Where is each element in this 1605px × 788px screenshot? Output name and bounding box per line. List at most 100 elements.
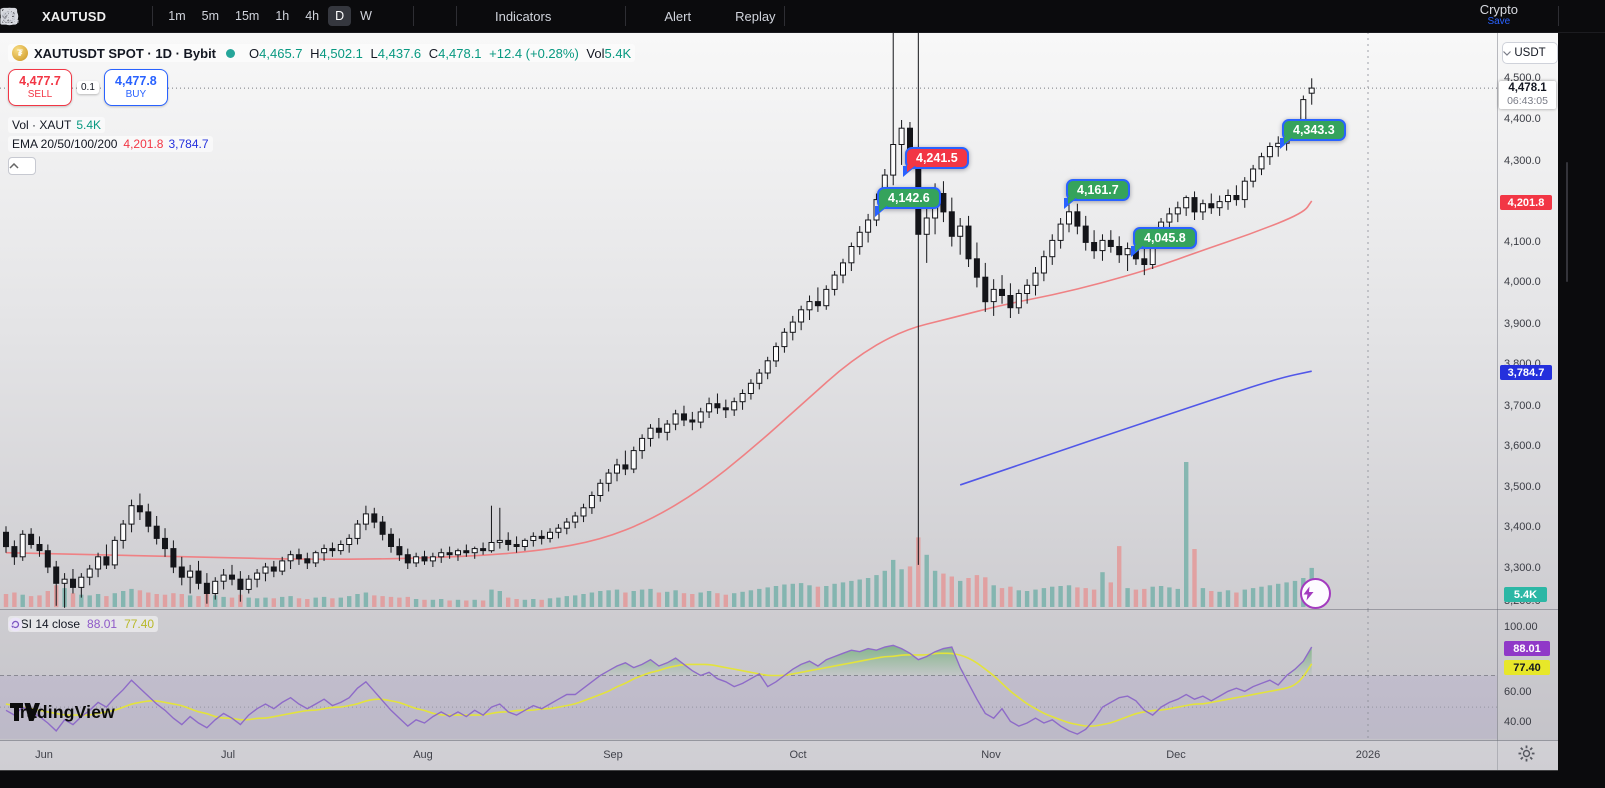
- candle-body[interactable]: [120, 523, 127, 541]
- candle-body[interactable]: [555, 527, 562, 533]
- time-axis[interactable]: Jun Jul Aug Sep Oct Nov Dec 2026: [0, 740, 1558, 771]
- candle-body[interactable]: [655, 427, 662, 433]
- candle-body[interactable]: [1124, 248, 1131, 256]
- candle-body[interactable]: [622, 464, 629, 470]
- candle-body[interactable]: [28, 533, 35, 545]
- candle-body[interactable]: [19, 533, 26, 558]
- candle-body[interactable]: [1066, 211, 1072, 225]
- candle-body[interactable]: [1074, 211, 1081, 227]
- candle-body[interactable]: [990, 288, 997, 303]
- candle-body[interactable]: [614, 464, 620, 474]
- candle-body[interactable]: [681, 413, 687, 421]
- candle-body[interactable]: [279, 560, 286, 572]
- candle-body[interactable]: [823, 288, 830, 307]
- rsi-reload-icon[interactable]: [8, 617, 23, 632]
- candle-body[interactable]: [890, 144, 897, 176]
- candle-body[interactable]: [865, 219, 872, 233]
- candle-body[interactable]: [61, 578, 68, 584]
- timeframe-D[interactable]: D: [328, 6, 352, 26]
- save-layout-button[interactable]: Save: [1487, 16, 1511, 27]
- candle-body[interactable]: [321, 548, 328, 554]
- candle-body[interactable]: [1250, 168, 1257, 182]
- timeframe-5m[interactable]: 5m: [201, 9, 219, 23]
- timeframe-1h[interactable]: 1h: [275, 9, 290, 23]
- candle-body[interactable]: [337, 544, 344, 552]
- candle-body[interactable]: [36, 544, 43, 552]
- candle-body[interactable]: [304, 558, 311, 564]
- currency-selector[interactable]: USDT: [1502, 42, 1558, 64]
- candle-body[interactable]: [764, 360, 771, 374]
- replay-button[interactable]: Replay: [735, 8, 776, 24]
- candle-body[interactable]: [1049, 239, 1056, 258]
- candle-body[interactable]: [689, 419, 696, 423]
- layout-chevron-icon[interactable]: [0, 3, 1550, 29]
- candle-body[interactable]: [1057, 223, 1064, 241]
- candle-body[interactable]: [588, 495, 595, 509]
- pane-separator[interactable]: [0, 609, 1558, 610]
- candle-body[interactable]: [1183, 197, 1190, 209]
- legend-title[interactable]: XAUTUSDT SPOT · 1D · Bybit: [34, 45, 217, 61]
- candle-body[interactable]: [471, 548, 478, 554]
- candle-body[interactable]: [53, 566, 60, 584]
- candle-body[interactable]: [396, 546, 403, 556]
- undo-icon[interactable]: [1, 3, 819, 29]
- candle-body[interactable]: [1225, 195, 1231, 203]
- candle-body[interactable]: [597, 482, 604, 496]
- candle-body[interactable]: [11, 546, 18, 558]
- candle-body[interactable]: [965, 225, 972, 260]
- candle-body[interactable]: [153, 525, 160, 539]
- tradingview-logo[interactable]: TradingView: [10, 702, 115, 722]
- candle-body[interactable]: [563, 521, 570, 529]
- candle-body[interactable]: [907, 127, 913, 150]
- candle-body[interactable]: [639, 437, 646, 452]
- candle-body[interactable]: [488, 542, 495, 552]
- candle-body[interactable]: [505, 539, 512, 545]
- candle-body[interactable]: [1007, 295, 1014, 309]
- candle-body[interactable]: [672, 413, 679, 425]
- rsi-line[interactable]: [5, 644, 1313, 735]
- candle-body[interactable]: [438, 552, 445, 558]
- candle-body[interactable]: [840, 262, 846, 276]
- candle-body[interactable]: [1191, 197, 1198, 213]
- candle-body[interactable]: [170, 548, 177, 568]
- layout-name-button[interactable]: Crypto Save: [1480, 3, 1518, 28]
- candle-body[interactable]: [1099, 239, 1106, 252]
- candle-body[interactable]: [1233, 195, 1240, 201]
- price-label-bubble[interactable]: 4,161.7: [1064, 179, 1130, 209]
- candle-body[interactable]: [1032, 272, 1039, 286]
- candle-body[interactable]: [1015, 293, 1022, 309]
- candle-body[interactable]: [1241, 180, 1248, 201]
- rsi-plot[interactable]: [0, 610, 1497, 740]
- candle-body[interactable]: [1308, 87, 1315, 94]
- candle-body[interactable]: [346, 537, 353, 545]
- flash-boost-icon[interactable]: [1300, 578, 1331, 609]
- candle-body[interactable]: [388, 533, 394, 547]
- layout-select-icon[interactable]: [0, 3, 1466, 29]
- candle-body[interactable]: [957, 225, 964, 237]
- ema-blue-line[interactable]: [959, 370, 1312, 486]
- candle-body[interactable]: [413, 556, 420, 564]
- candle-body[interactable]: [446, 552, 453, 556]
- candle-body[interactable]: [547, 531, 553, 539]
- candle-body[interactable]: [1091, 242, 1098, 252]
- candle-body[interactable]: [848, 246, 855, 264]
- candle-body[interactable]: [706, 403, 713, 413]
- candle-body[interactable]: [203, 582, 210, 594]
- candle-body[interactable]: [103, 556, 110, 566]
- candle-body[interactable]: [178, 566, 185, 578]
- panel-scrollbar[interactable]: [1566, 162, 1568, 282]
- indicators-icon[interactable]: [1, 3, 491, 29]
- candle-body[interactable]: [1258, 156, 1265, 170]
- alert-clock-icon[interactable]: [1, 3, 660, 29]
- candle-body[interactable]: [664, 423, 671, 433]
- candle-body[interactable]: [999, 288, 1005, 296]
- timeframe-4h[interactable]: 4h: [305, 9, 320, 23]
- price-label-bubble[interactable]: 4,045.8: [1131, 227, 1197, 257]
- candle-body[interactable]: [781, 331, 788, 348]
- candle-body[interactable]: [1208, 203, 1215, 209]
- candle-body[interactable]: [237, 578, 244, 590]
- candle-body[interactable]: [806, 301, 813, 311]
- candlestick-plot[interactable]: [0, 32, 1497, 610]
- candle-body[interactable]: [513, 544, 520, 547]
- candle-body[interactable]: [362, 513, 369, 525]
